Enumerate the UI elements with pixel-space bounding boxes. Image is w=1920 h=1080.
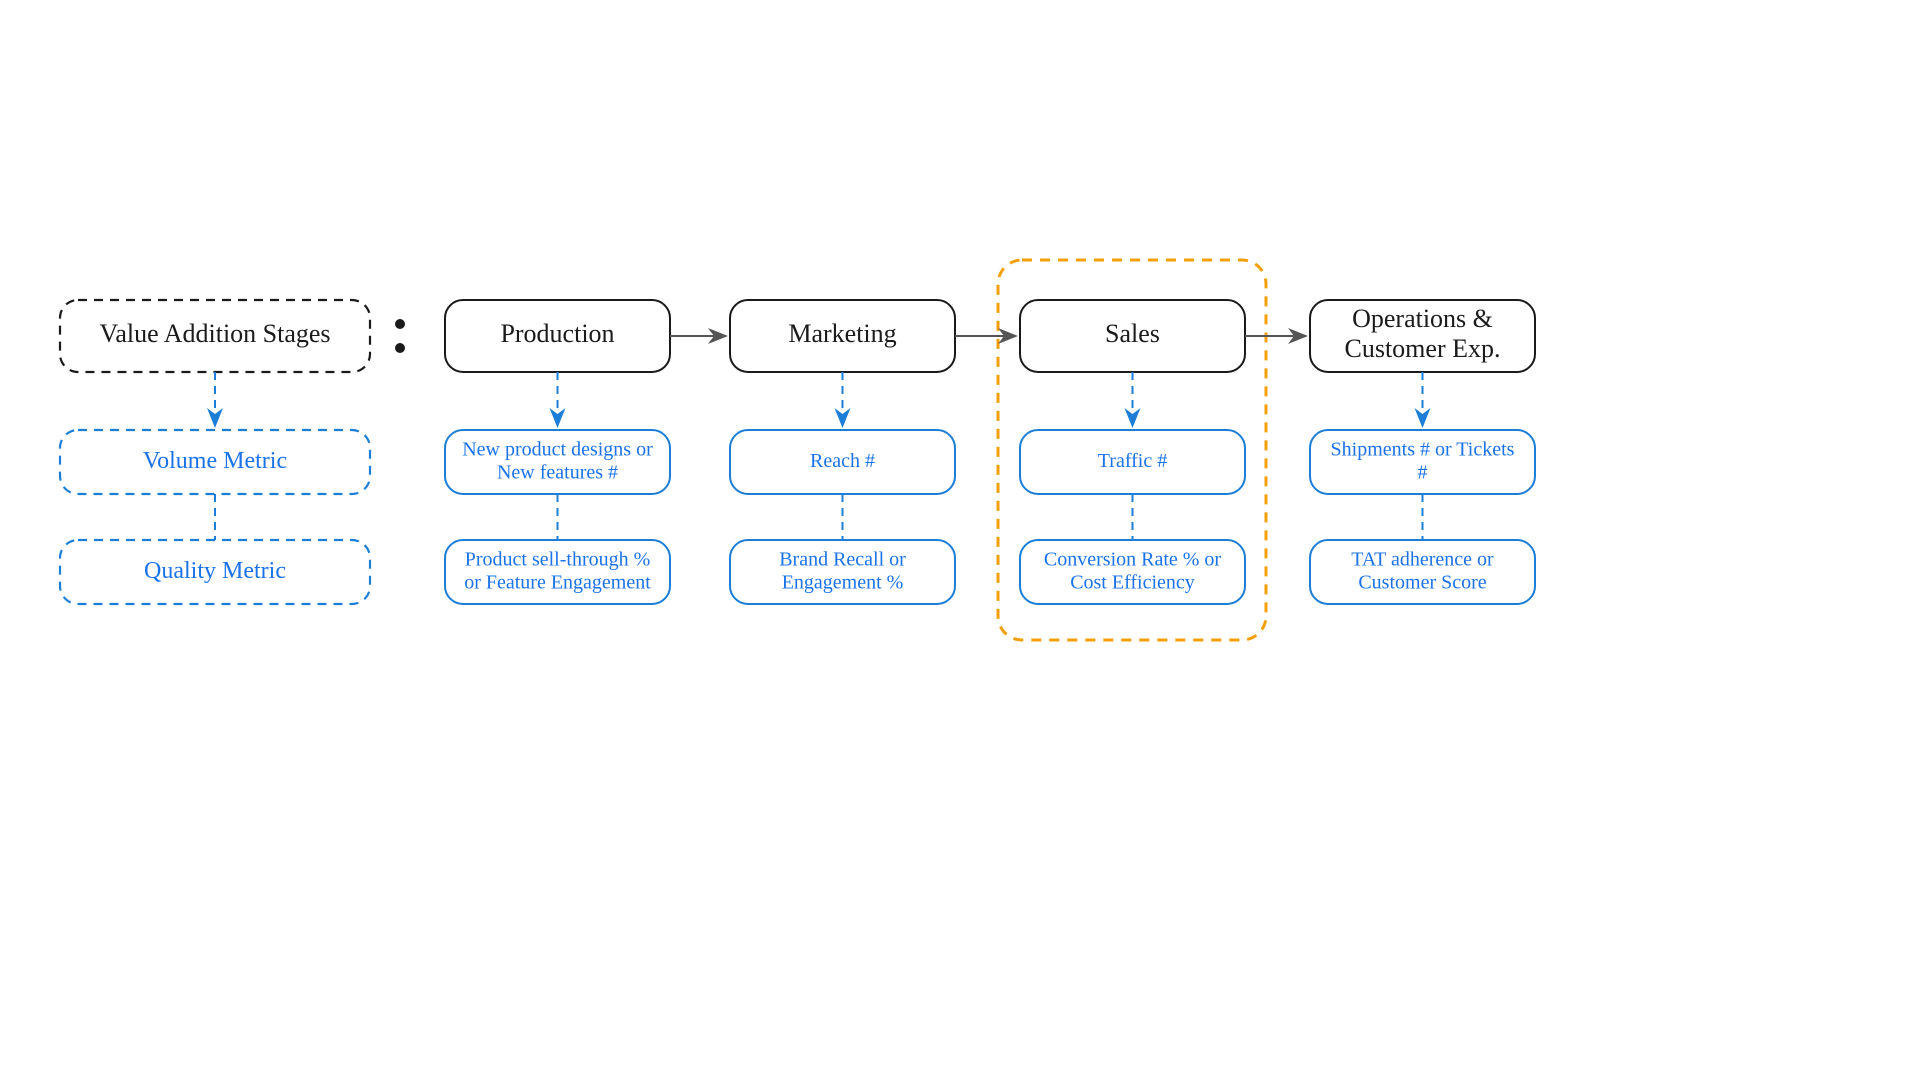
stage-production-header: Production (500, 319, 614, 348)
stage-marketing-volume: Reach # (810, 450, 875, 472)
stage-production-volume: New product designs orNew features # (462, 438, 653, 483)
value-addition-diagram: Value Addition Stages Volume Metric Qualit… (0, 0, 1920, 1080)
stage-marketing-header: Marketing (788, 319, 896, 348)
stage-operations-header: Operations &Customer Exp. (1345, 304, 1501, 363)
stage-production-quality: Product sell-through %or Feature Engagem… (464, 548, 651, 593)
legend-quality-text: Quality Metric (144, 558, 286, 584)
stage-sales-volume: Traffic # (1098, 450, 1167, 472)
legend-volume-text: Volume Metric (143, 448, 287, 474)
legend-header-text: Value Addition Stages (99, 319, 330, 348)
colon-dot (395, 343, 405, 353)
stage-marketing-quality: Brand Recall orEngagement % (779, 548, 906, 593)
stage-sales-header: Sales (1105, 319, 1160, 348)
stage-operations-volume: Shipments # or Tickets# (1331, 438, 1515, 483)
stage-sales-quality: Conversion Rate % orCost Efficiency (1044, 548, 1222, 593)
colon-dot (395, 319, 405, 329)
stage-operations-quality: TAT adherence orCustomer Score (1351, 548, 1494, 593)
